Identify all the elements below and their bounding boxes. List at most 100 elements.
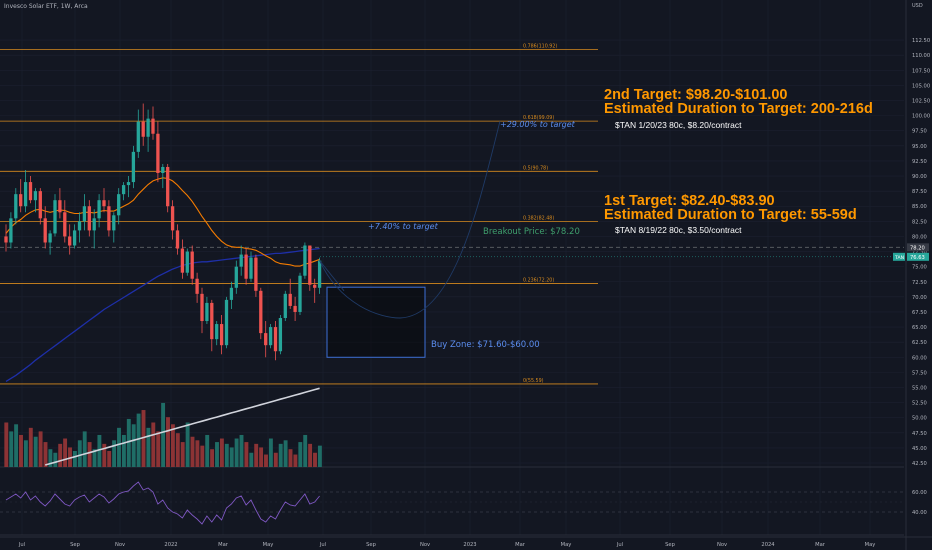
price-tick-label: 95.00 [912, 144, 927, 150]
volume-bar [141, 410, 146, 467]
target2-duration: Estimated Duration to Target: 200-216d [604, 101, 873, 117]
candle-body [317, 260, 322, 288]
fib-label: 0.236(72.20) [523, 278, 554, 284]
candle-body [313, 284, 317, 288]
candle-body [48, 233, 52, 243]
time-tick-label: Nov [115, 542, 125, 548]
candle-body [151, 118, 155, 134]
volume-bar [126, 418, 131, 467]
time-tick-label: Jul [18, 542, 25, 548]
price-tick-label: 87.50 [912, 189, 927, 195]
time-tick-label: May [561, 542, 572, 548]
volume-bar [72, 450, 77, 467]
volume-bar [121, 434, 126, 467]
volume-bar [23, 440, 28, 467]
buy-zone-group [326, 286, 426, 358]
price-tick-label: 52.50 [912, 401, 927, 407]
candle-body [268, 327, 273, 346]
price-tick-label: 70.00 [912, 295, 927, 301]
volume-bar [9, 431, 14, 467]
volume-bar [313, 452, 317, 467]
price-tick-label: 90.00 [912, 174, 927, 180]
target1-option: $TAN 8/19/22 80c, $3.50/contract [615, 225, 742, 235]
candle-body [14, 194, 18, 219]
candle-body [175, 230, 180, 249]
volume-bar [244, 442, 249, 467]
time-tick-label: Nov [717, 542, 727, 548]
pct-target2-label: +29.00% to target [500, 120, 575, 129]
candle-body [185, 251, 189, 273]
candle-body [219, 324, 224, 346]
candle-body [9, 218, 13, 243]
volume-bar [136, 413, 141, 467]
time-axis[interactable]: Jul Sep Nov 2022 Mar May Jul Sep Nov 2023 Mar May Ju… [0, 536, 932, 548]
time-tick-label: Sep [366, 542, 376, 548]
volume-bar [219, 438, 224, 467]
fib-label: 0(55.59) [523, 378, 544, 384]
volume-bar [87, 442, 92, 467]
candle-body [72, 230, 77, 246]
volume-bar [151, 422, 156, 467]
price-tick-label: 72.50 [912, 280, 927, 286]
volume-bar [92, 449, 97, 467]
volume-bar [107, 450, 112, 467]
candle-body [82, 206, 87, 222]
price-tick-label: 57.50 [912, 370, 927, 376]
candle-body [180, 248, 185, 273]
last-price-badge-label: 76.63 [910, 255, 925, 261]
price-tick-label: 80.00 [912, 234, 927, 240]
candle-body [308, 245, 312, 285]
price-tick-label: 65.00 [912, 325, 927, 331]
volume-bar [185, 422, 190, 467]
grid-lines [0, 0, 904, 536]
price-tick-label: 62.50 [912, 340, 927, 346]
buy-zone-label: Buy Zone: $71.60-$60.00 [431, 340, 540, 350]
volume-bar [268, 438, 273, 467]
price-tick-label: 60.00 [912, 355, 927, 361]
volume-bar [195, 440, 200, 467]
ticker-badge [893, 252, 905, 261]
volume-bar [53, 452, 58, 467]
candlesticks [4, 103, 322, 361]
candle-body [234, 266, 238, 288]
price-tick-label: 75.00 [912, 265, 927, 271]
volume-bar [249, 452, 254, 467]
candle-body [283, 293, 287, 319]
volume-bar [283, 440, 288, 467]
last-price-badge [907, 252, 929, 261]
candle-body [259, 290, 263, 334]
candle-body [4, 236, 8, 243]
volume-bar [224, 443, 229, 467]
candle-body [97, 200, 101, 219]
candle-body [210, 302, 214, 340]
volume-bar [131, 424, 136, 467]
price-tick-label: 102.50 [912, 99, 930, 105]
candle-body [239, 254, 243, 267]
candle-body [23, 182, 28, 207]
volume-bar [215, 442, 219, 467]
volume-bar [317, 445, 322, 467]
target2-option: $TAN 1/20/23 80c, $8.20/contract [615, 120, 742, 130]
volume-bar [156, 431, 161, 467]
candle-body [28, 182, 33, 201]
volume-bar [102, 443, 107, 467]
price-tick-label: 50.00 [912, 416, 927, 422]
candle-body [170, 206, 175, 231]
candle-body [244, 254, 248, 279]
fib-label: 0.618(99.09) [523, 115, 554, 121]
volume-bar [273, 452, 278, 467]
price-axis[interactable]: 112.50 110.00 107.50 105.00 102.50 100.00 97.5… [893, 0, 930, 550]
candle-body [43, 218, 47, 243]
buy-zone-box [326, 286, 426, 358]
time-tick-label: 2023 [463, 542, 476, 548]
candle-body [249, 257, 253, 279]
fib-label: 0.382(82.48) [523, 215, 554, 221]
breakout-label: Breakout Price: $78.20 [483, 227, 580, 237]
candle-body [77, 221, 82, 231]
time-tick-label: Nov [420, 542, 430, 548]
volume-bar [210, 449, 215, 467]
price-tick-label: 112.50 [912, 38, 930, 44]
candle-body [131, 151, 136, 183]
candle-body [141, 121, 145, 137]
